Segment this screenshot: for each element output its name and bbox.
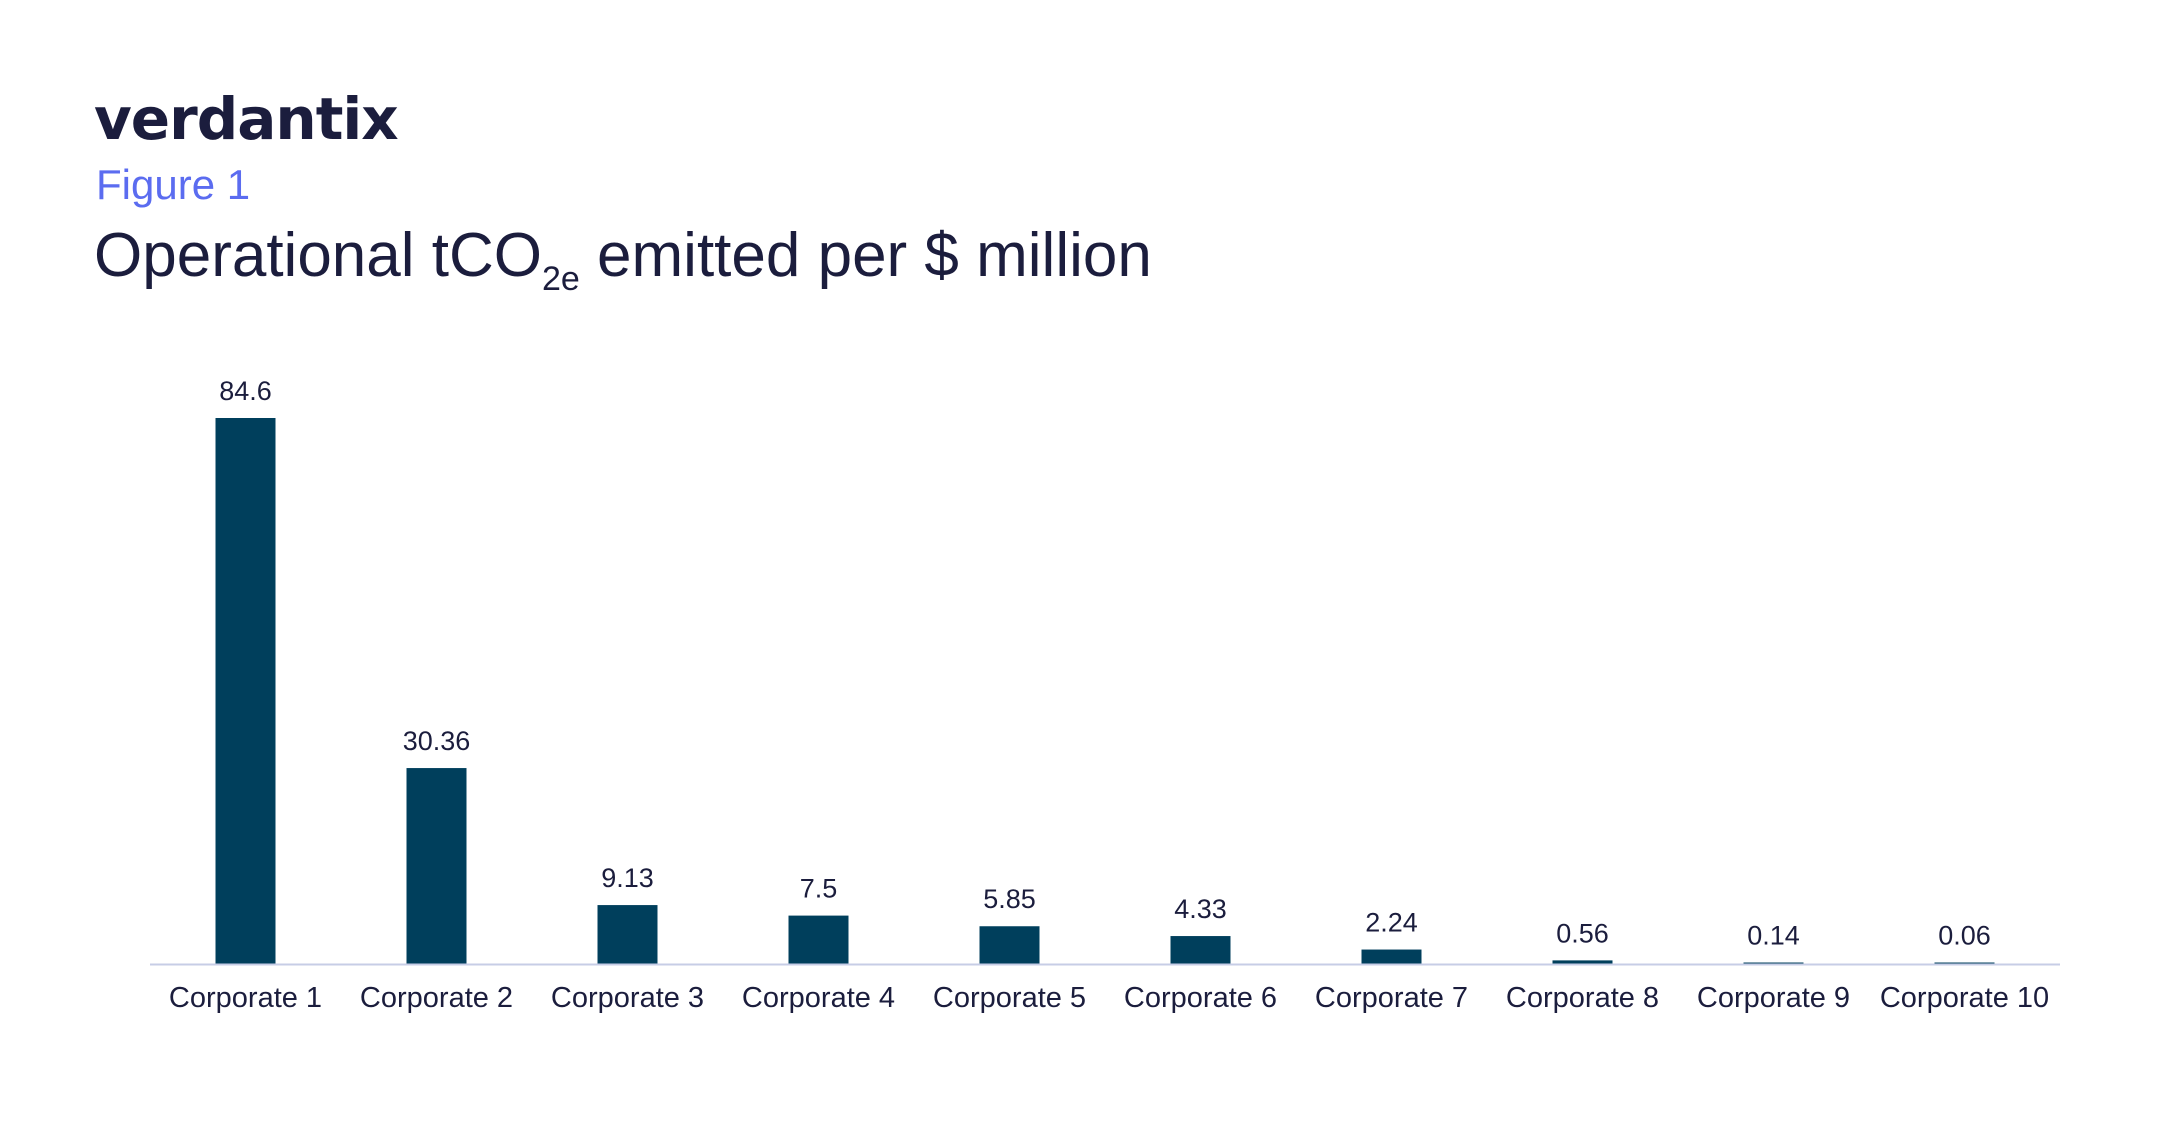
bar-3	[597, 905, 658, 964]
value-label-1: 84.6	[219, 376, 272, 406]
category-label-3: Corporate 3	[551, 982, 704, 1014]
labels-layer: 84.6 Corporate 1 30.36 Corporate 2 9.13 Corpo…	[169, 376, 2049, 1014]
category-label-2: Corporate 2	[360, 982, 513, 1014]
category-label-9: Corporate 9	[1697, 982, 1850, 1014]
value-label-5: 5.85	[983, 884, 1036, 914]
value-label-8: 0.56	[1556, 918, 1609, 948]
category-label-4: Corporate 4	[742, 982, 895, 1014]
bar-8	[1552, 960, 1613, 964]
title-subscript: 2e	[542, 260, 580, 298]
value-label-10: 0.06	[1938, 921, 1991, 951]
value-label-4: 7.5	[800, 874, 838, 904]
category-label-10: Corporate 10	[1880, 982, 2049, 1014]
bar-1	[215, 418, 276, 964]
bar-2	[406, 768, 467, 964]
bars-layer	[215, 418, 1995, 964]
figure-label: Figure 1	[96, 161, 251, 208]
verdantix-logo: verdantix	[94, 85, 399, 153]
category-label-8: Corporate 8	[1506, 982, 1659, 1014]
value-label-7: 2.24	[1365, 908, 1418, 938]
chart-title: Operational tCO2e emitted per $ million	[94, 225, 1152, 298]
category-label-7: Corporate 7	[1315, 982, 1468, 1014]
value-label-6: 4.33	[1174, 894, 1227, 924]
bar-5	[979, 926, 1040, 964]
bar-7	[1361, 949, 1422, 964]
bar-4	[788, 915, 849, 964]
value-label-9: 0.14	[1747, 921, 1800, 951]
bar-10	[1934, 962, 1995, 964]
value-label-2: 30.36	[403, 726, 471, 756]
title-rest: emitted per $ million	[579, 221, 1152, 290]
bar-9	[1743, 962, 1804, 964]
category-label-5: Corporate 5	[933, 982, 1086, 1014]
category-label-1: Corporate 1	[169, 982, 322, 1014]
bar-6	[1170, 936, 1231, 964]
category-label-6: Corporate 6	[1124, 982, 1277, 1014]
title-main: Operational tCO	[94, 221, 542, 290]
value-label-3: 9.13	[601, 863, 654, 893]
